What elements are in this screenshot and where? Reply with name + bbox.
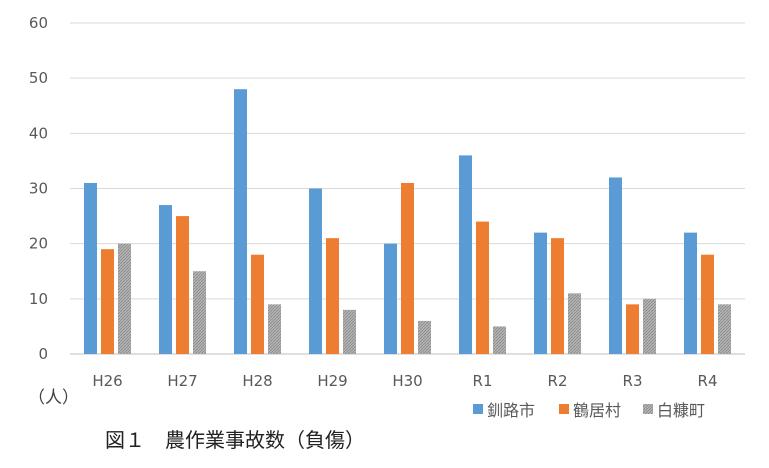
bar-R3-series-3 [643,298,656,354]
bar-R4-series-3 [718,304,731,354]
y-tick-label: 50 [29,69,48,87]
bar-R4-series-1 [684,232,697,354]
y-tick-label: 20 [29,235,48,253]
bar-R1-series-3 [493,326,506,354]
bar-H26-series-2 [101,249,114,354]
y-tick-label: 0 [38,345,48,363]
y-tick-label: 30 [29,180,48,198]
x-tick-label: R2 [548,372,568,390]
bar-R2-series-2 [551,238,564,354]
bar-R1-series-2 [476,221,489,354]
bar-H27-series-2 [176,216,189,354]
bar-R1-series-1 [459,155,472,354]
chart-title: 図１ 農作業事故数（負傷） [105,428,365,452]
y-tick-label: 10 [29,290,48,308]
bar-R4-series-2 [701,254,714,354]
y-tick-label: 60 [29,14,48,32]
x-tick-label: R1 [473,372,493,390]
legend-swatch-3 [643,404,653,414]
legend-swatch-2 [559,404,569,414]
bar-H28-series-3 [268,304,281,354]
bar-H30-series-2 [401,182,414,354]
y-axis-ticks: 0 10 20 30 40 50 60 [29,14,48,363]
x-axis-ticks: H26 H27 H28 H29 H30 R1 R2 R3 R4 [92,372,717,390]
x-tick-label: R3 [623,372,643,390]
bar-H28-series-1 [234,89,247,354]
legend-label-2: 鶴居村 [573,401,621,420]
bar-R3-series-2 [626,304,639,354]
bar-H30-series-1 [384,243,397,354]
y-axis-unit-label: （人） [28,388,79,408]
bars [84,89,731,354]
x-tick-label: H27 [167,372,197,390]
bar-H29-series-2 [326,238,339,354]
bar-H26-series-1 [84,182,97,354]
bar-H30-series-3 [418,320,431,354]
bar-R3-series-1 [609,177,622,354]
bar-H29-series-1 [309,188,322,354]
y-tick-label: 40 [29,124,48,142]
legend-swatch-1 [473,404,483,414]
x-tick-label: H28 [242,372,272,390]
x-tick-label: H30 [392,372,422,390]
x-tick-label: H29 [317,372,347,390]
x-tick-label: H26 [92,372,122,390]
bar-H27-series-1 [159,205,172,354]
legend-label-1: 釧路市 [487,401,535,420]
bar-H29-series-3 [343,309,356,354]
bar-R2-series-1 [534,232,547,354]
bar-R2-series-3 [568,293,581,354]
x-tick-label: R4 [698,372,718,390]
bar-H28-series-2 [251,254,264,354]
legend-label-3: 白糠町 [657,401,705,420]
bar-H26-series-3 [118,243,131,354]
legend: 釧路市 鶴居村 白糠町 [473,401,705,420]
bar-H27-series-3 [193,271,206,354]
